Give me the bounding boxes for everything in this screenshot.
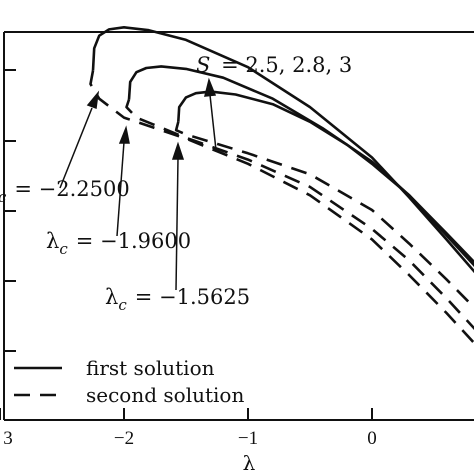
arrow-s (209, 94, 217, 151)
arrow-lambda-3-head (171, 141, 185, 160)
legend-label-second: second solution (86, 383, 244, 407)
arrow-lambda-3 (175, 157, 179, 291)
s-annotation-values: = 2.5, 2.8, 3 (214, 53, 352, 77)
arrow-lambda-1 (59, 107, 93, 189)
arrow-lambda-2 (116, 141, 125, 237)
lambda-c-label-1: c = −2.2500 (0, 177, 130, 206)
lambda-symbol-2: λ (46, 229, 59, 253)
lambda-c-value-1: = −2.2500 (14, 177, 129, 201)
arrow-lambda-1-head (86, 90, 100, 110)
lambda-symbol-3: λ (105, 285, 118, 309)
legend: first solution second solution (14, 356, 244, 407)
x-tick-label: 3 (3, 428, 13, 449)
second-solution-curve-S-2.5 (174, 121, 474, 310)
arrow-lambda-2-head (118, 125, 130, 144)
s-annotation: S = 2.5, 2.8, 3 (196, 53, 352, 77)
s-annotation-symbol: S (196, 53, 210, 77)
annotation-arrows (59, 77, 217, 291)
lambda-c-sub-3: c (118, 296, 127, 314)
curves (89, 26, 474, 345)
lambda-c-sub-2: c (59, 240, 68, 258)
lambda-c-sub-1: c (0, 188, 7, 206)
second-solution-curve-S-3 (89, 70, 474, 345)
first-solution-curve-S-2.5 (177, 90, 474, 264)
x-axis-label: λ (243, 451, 256, 474)
x-ticks: 3 −2 −1 0 (0, 408, 377, 449)
lambda-c-label-3: λc = −1.5625 (105, 285, 250, 314)
x-tick-label: −1 (238, 428, 258, 449)
lambda-c-value-3: = −1.5625 (135, 285, 250, 309)
second-solution-curve-S-2.8 (125, 99, 474, 331)
lambda-c-label-2: λc = −1.9600 (46, 229, 191, 258)
arrow-s-head (204, 77, 217, 97)
x-tick-label: −2 (114, 428, 134, 449)
legend-label-first: first solution (86, 356, 215, 380)
first-solution-curve-S-3 (91, 26, 474, 274)
x-tick-label: 0 (367, 428, 377, 449)
axes (3, 31, 474, 421)
lambda-c-value-2: = −1.9600 (76, 229, 191, 253)
